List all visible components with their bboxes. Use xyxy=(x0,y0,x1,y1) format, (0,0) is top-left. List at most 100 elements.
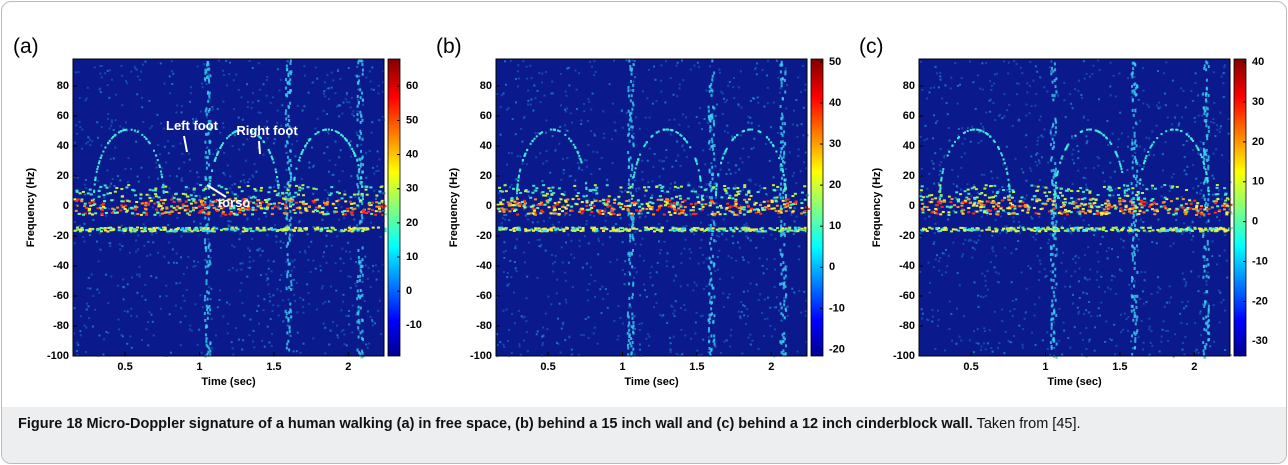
band xyxy=(168,213,172,216)
band xyxy=(551,186,555,189)
speckle xyxy=(276,131,279,134)
speckle xyxy=(798,289,801,292)
band xyxy=(205,228,209,231)
speckle xyxy=(954,196,957,199)
speckle xyxy=(986,270,989,273)
stripe xyxy=(629,341,632,345)
speckle xyxy=(1063,81,1066,84)
speckle xyxy=(251,66,254,69)
speckle xyxy=(683,149,686,152)
band xyxy=(682,209,686,212)
stripe xyxy=(712,220,715,224)
speckle xyxy=(638,254,641,257)
speckle xyxy=(989,110,992,113)
band xyxy=(368,201,372,204)
stripe xyxy=(780,126,783,130)
speckle xyxy=(303,249,306,252)
speckle xyxy=(969,140,972,143)
stripe xyxy=(205,223,208,227)
band xyxy=(679,209,683,212)
band xyxy=(533,209,537,212)
speckle xyxy=(589,266,592,269)
arc xyxy=(220,145,223,148)
speckle xyxy=(564,110,567,113)
band xyxy=(593,230,597,233)
stripe xyxy=(710,283,713,287)
speckle xyxy=(1018,232,1021,235)
band xyxy=(81,213,85,216)
speckle xyxy=(548,195,551,198)
band xyxy=(549,228,553,231)
speckle xyxy=(79,126,82,129)
band xyxy=(273,190,277,193)
speckle xyxy=(718,277,721,280)
speckle xyxy=(632,80,635,83)
speckle xyxy=(289,334,292,337)
band xyxy=(625,229,629,232)
band xyxy=(761,208,765,211)
band xyxy=(639,209,643,212)
stripe xyxy=(630,216,633,220)
band xyxy=(738,211,742,214)
speckle xyxy=(962,242,965,245)
speckle xyxy=(322,322,325,325)
speckle xyxy=(658,240,661,243)
stripe xyxy=(207,61,210,65)
speckle xyxy=(679,164,682,167)
speckle xyxy=(740,106,743,109)
speckle xyxy=(371,320,374,323)
band xyxy=(184,193,188,196)
band xyxy=(523,201,527,204)
stripe xyxy=(709,279,712,283)
band xyxy=(593,184,597,187)
band xyxy=(600,227,604,230)
speckle xyxy=(226,332,229,335)
speckle xyxy=(502,343,505,346)
speckle xyxy=(231,145,234,148)
stripe xyxy=(627,182,630,186)
speckle xyxy=(83,222,86,225)
speckle xyxy=(259,274,262,277)
band xyxy=(85,229,89,232)
speckle xyxy=(550,303,553,306)
speckle xyxy=(1035,232,1038,235)
speckle xyxy=(737,241,740,244)
band xyxy=(342,230,346,233)
band xyxy=(165,206,169,209)
arc xyxy=(327,128,330,131)
band xyxy=(543,227,547,230)
speckle xyxy=(378,119,381,122)
arc xyxy=(258,136,261,139)
speckle xyxy=(85,326,88,329)
speckle xyxy=(1095,278,1098,281)
speckle xyxy=(738,246,741,249)
band xyxy=(170,210,174,213)
speckle xyxy=(597,240,600,243)
speckle xyxy=(637,200,640,203)
band xyxy=(287,228,291,231)
stripe xyxy=(288,285,291,289)
band xyxy=(689,202,693,205)
arc xyxy=(353,153,356,156)
stripe xyxy=(205,343,208,347)
arc xyxy=(92,198,95,201)
band xyxy=(206,227,210,230)
speckle xyxy=(259,254,262,257)
speckle xyxy=(242,173,245,176)
speckle xyxy=(1142,66,1145,69)
speckle xyxy=(769,126,772,129)
arc xyxy=(208,182,211,185)
speckle xyxy=(984,279,987,282)
speckle xyxy=(769,306,772,309)
speckle xyxy=(648,68,651,71)
speckle xyxy=(585,262,588,265)
band xyxy=(161,226,165,229)
speckle xyxy=(994,271,997,274)
speckle xyxy=(222,315,225,318)
speckle xyxy=(646,159,649,162)
arc xyxy=(569,139,572,142)
stripe xyxy=(286,258,289,262)
speckle xyxy=(314,267,317,270)
band xyxy=(80,226,84,229)
band xyxy=(703,229,707,232)
